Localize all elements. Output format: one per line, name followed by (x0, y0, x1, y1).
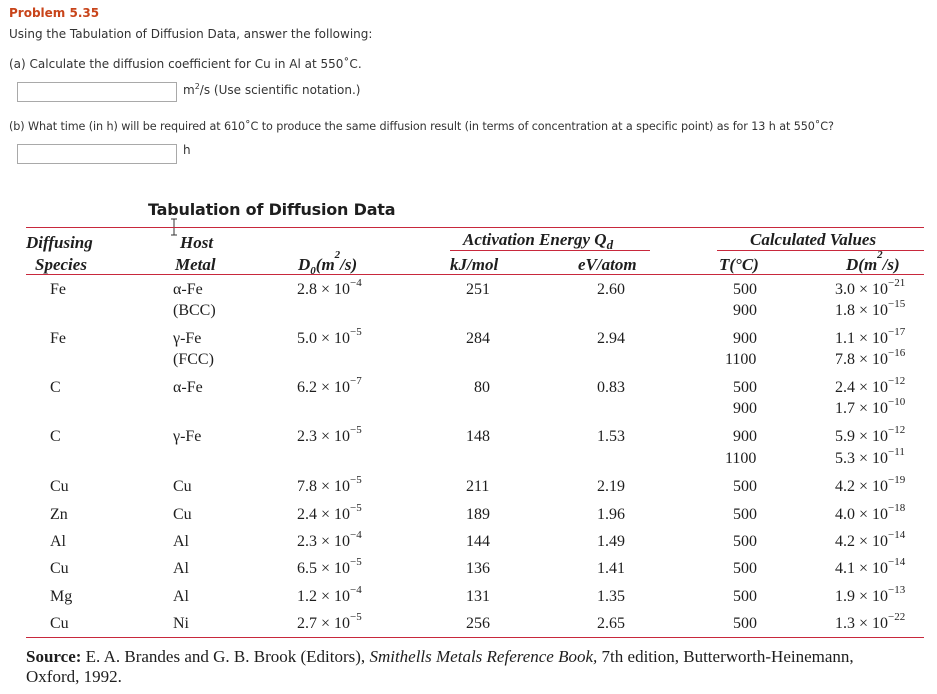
problem-title: Problem 5.35 (9, 6, 100, 20)
calc-group-rule (717, 250, 924, 251)
answer-b-unit: h (183, 143, 191, 157)
table-header-rule (26, 274, 924, 275)
table-source: Source: E. A. Brandes and G. B. Brook (E… (26, 647, 854, 686)
header-kj-mol: kJ/mol (450, 255, 499, 274)
problem-intro: Using the Tabulation of Diffusion Data, … (9, 27, 373, 41)
header-activation-energy: Activation Energy Qd (463, 230, 614, 252)
header-metal: Metal (175, 255, 216, 274)
header-host: Host (180, 233, 214, 252)
table-top-rule (26, 227, 924, 228)
header-d: D(m2/s) (846, 249, 900, 274)
answer-a-unit: m2/s (Use scientific notation.) (183, 82, 361, 98)
header-diffusing: Diffusing (26, 233, 93, 252)
answer-b-input[interactable] (17, 144, 177, 164)
question-a: (a) Calculate the diffusion coefficient … (9, 57, 362, 71)
header-calculated-values: Calculated Values (750, 230, 877, 249)
question-b: (b) What time (in h) will be required at… (9, 120, 834, 133)
table-title: Tabulation of Diffusion Data (148, 200, 396, 219)
activation-group-rule (450, 250, 650, 251)
header-temperature: T(°C) (719, 255, 759, 274)
table-bottom-rule (26, 637, 924, 638)
header-ev-atom: eV/atom (578, 255, 637, 274)
answer-a-input[interactable] (17, 82, 177, 102)
header-d0: D0(m2/s) (298, 249, 358, 277)
header-species: Species (35, 255, 87, 274)
